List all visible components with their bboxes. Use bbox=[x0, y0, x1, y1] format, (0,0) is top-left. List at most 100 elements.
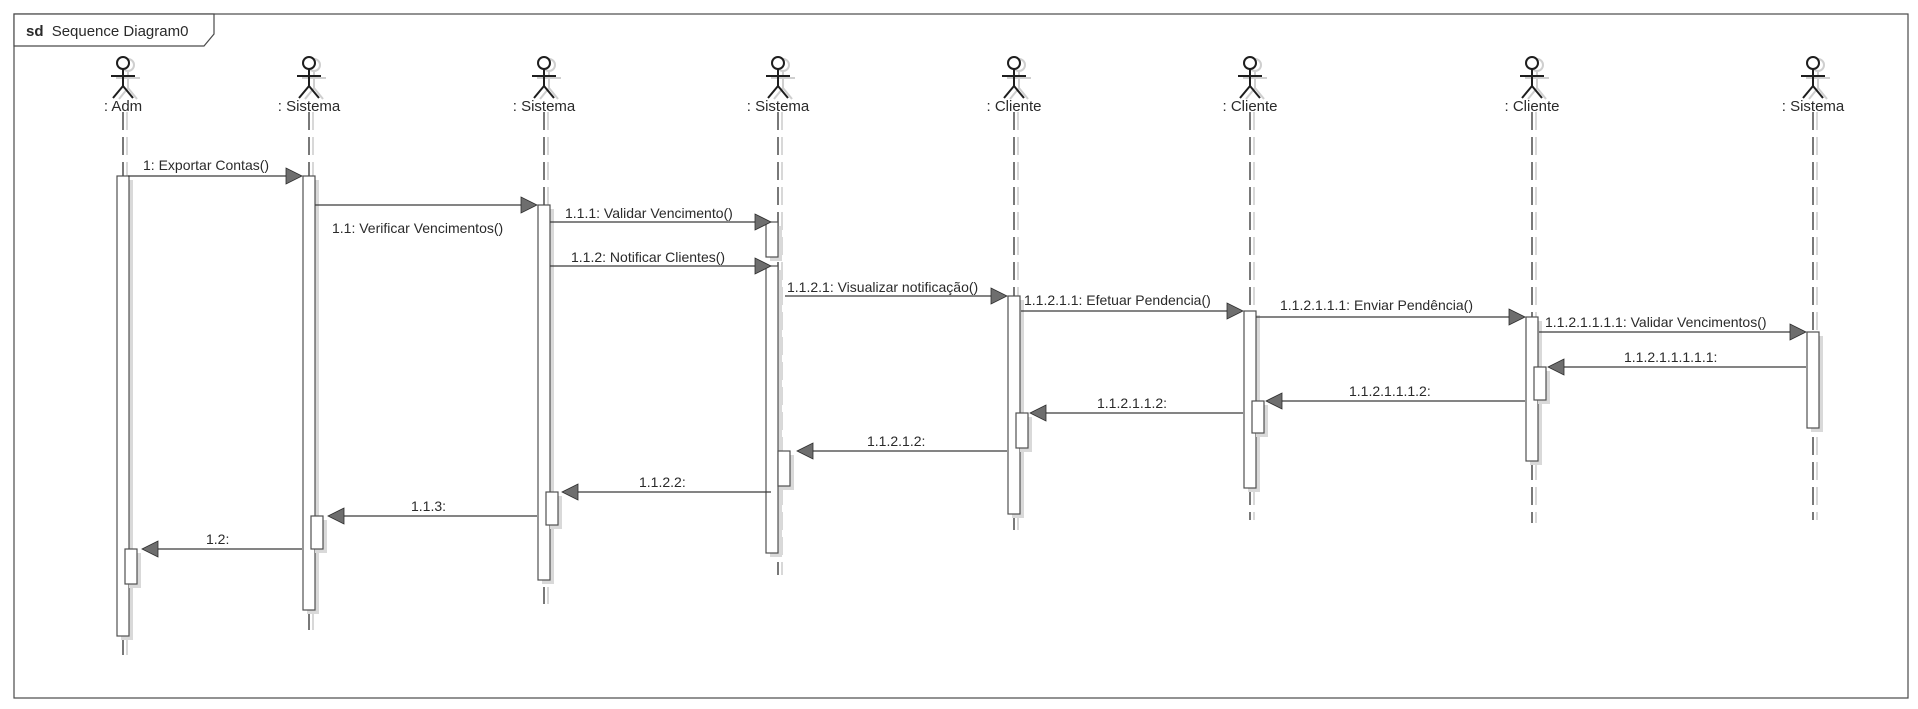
arrowhead-icon bbox=[285, 167, 303, 185]
message-m8[interactable]: 1.1.2.1.1.1.1: Validar Vencimentos() bbox=[1539, 314, 1807, 341]
activation-bar-sistema3 bbox=[765, 265, 779, 554]
actor-sistema4[interactable]: : Sistema bbox=[1782, 56, 1845, 115]
actor-icon bbox=[1525, 56, 1539, 70]
message-label: 1.1.2: Notificar Clientes() bbox=[571, 249, 725, 265]
message-m4[interactable]: 1.1.2: Notificar Clientes() bbox=[550, 249, 772, 275]
lifeline-label: : Sistema bbox=[278, 98, 341, 115]
arrowhead-icon bbox=[1547, 358, 1565, 376]
message-m12[interactable]: 1.1.2.1.2: bbox=[796, 433, 1007, 460]
actor-body-icon bbox=[1238, 69, 1262, 99]
message-label: 1.1.2.1.2: bbox=[867, 433, 925, 449]
message-m1[interactable]: 1: Exportar Contas() bbox=[128, 157, 303, 185]
actor-body-icon bbox=[297, 69, 321, 99]
message-label: 1.1.2.1.1.1: Enviar Pendência() bbox=[1280, 297, 1473, 313]
messages: 1: Exportar Contas() 1.1: Verificar Venci… bbox=[128, 157, 1807, 558]
actor-body-icon bbox=[532, 69, 556, 99]
message-label: 1.1: Verificar Vencimentos() bbox=[332, 220, 503, 236]
actor-cliente2[interactable]: : Cliente bbox=[1222, 56, 1278, 115]
message-label: 1.1.2.1.1.1.1: Validar Vencimentos() bbox=[1545, 314, 1767, 330]
actor-body-icon bbox=[111, 69, 135, 99]
message-m9[interactable]: 1.1.2.1.1.1.1.1: bbox=[1547, 349, 1806, 376]
message-m6[interactable]: 1.1.2.1.1: Efetuar Pendencia() bbox=[1021, 292, 1244, 320]
arrowhead-icon bbox=[796, 442, 814, 460]
message-m7[interactable]: 1.1.2.1.1.1: Enviar Pendência() bbox=[1256, 297, 1526, 326]
message-label: 1.1.2.1.1.2: bbox=[1097, 395, 1167, 411]
message-m3[interactable]: 1.1.1: Validar Vencimento() bbox=[550, 205, 772, 231]
message-label: 1.1.2.1: Visualizar notificação() bbox=[787, 279, 978, 295]
message-m2[interactable]: 1.1: Verificar Vencimentos() bbox=[315, 196, 538, 236]
lifeline-label: : Adm bbox=[104, 98, 142, 115]
lifeline-label: : Sistema bbox=[513, 98, 576, 115]
message-m11[interactable]: 1.1.2.1.1.2: bbox=[1029, 395, 1243, 422]
actor-icon bbox=[116, 56, 130, 70]
arrowhead-icon bbox=[1029, 404, 1047, 422]
activation-bar-cliente2 bbox=[1251, 400, 1265, 434]
lifeline-label: : Cliente bbox=[1222, 98, 1277, 115]
activation-bar-sistema4 bbox=[1806, 331, 1820, 429]
actor-icon bbox=[537, 56, 551, 70]
arrowhead-icon bbox=[520, 196, 538, 214]
actor-shadow bbox=[1525, 71, 1549, 100]
arrowhead-icon bbox=[754, 257, 772, 275]
arrowhead-icon bbox=[1789, 323, 1807, 341]
arrowhead-icon bbox=[141, 540, 159, 558]
actor-shadow bbox=[771, 71, 795, 100]
message-label: 1.2: bbox=[206, 531, 229, 547]
actor-sistema2[interactable]: : Sistema bbox=[513, 56, 576, 115]
message-label: 1.1.1: Validar Vencimento() bbox=[565, 205, 733, 221]
actor-body-icon bbox=[1520, 69, 1544, 99]
activation-bar-sistema1 bbox=[302, 175, 316, 611]
activation-bar-sistema3 bbox=[777, 450, 791, 487]
message-label: 1.1.3: bbox=[411, 498, 446, 514]
actor-shadow bbox=[1007, 71, 1031, 100]
activation-bar-cliente3 bbox=[1533, 366, 1547, 401]
activation-bar-cliente1 bbox=[1015, 412, 1029, 449]
activation-bar-cliente2 bbox=[1243, 310, 1257, 489]
message-m15[interactable]: 1.2: bbox=[141, 531, 302, 558]
message-m13[interactable]: 1.1.2.2: bbox=[561, 474, 771, 501]
message-m10[interactable]: 1.1.2.1.1.1.2: bbox=[1265, 383, 1525, 410]
arrowhead-icon bbox=[754, 213, 772, 231]
frame-name: Sequence Diagram0 bbox=[52, 23, 189, 40]
activation-bar-adm bbox=[124, 548, 138, 585]
frame-keyword: sd bbox=[26, 23, 44, 40]
activation-bar-sistema3 bbox=[765, 221, 779, 258]
message-label: 1.1.2.2: bbox=[639, 474, 686, 490]
activation-bar-sistema2 bbox=[545, 491, 559, 526]
activation-bar-sistema1 bbox=[310, 515, 324, 550]
message-label: 1: Exportar Contas() bbox=[143, 157, 269, 173]
message-label: 1.1.2.1.1: Efetuar Pendencia() bbox=[1024, 292, 1211, 308]
activation-bar-sistema2 bbox=[537, 204, 551, 581]
lifeline-label: : Sistema bbox=[1782, 98, 1845, 115]
lifeline-label: : Cliente bbox=[1504, 98, 1559, 115]
activations bbox=[116, 175, 1823, 640]
message-m14[interactable]: 1.1.3: bbox=[327, 498, 537, 525]
frame-title: sd Sequence Diagram0 bbox=[26, 23, 188, 40]
actor-shadow bbox=[116, 71, 140, 100]
actor-icon bbox=[302, 56, 316, 70]
actor-icon bbox=[1007, 56, 1021, 70]
actor-icon bbox=[1243, 56, 1257, 70]
actor-cliente3[interactable]: : Cliente bbox=[1504, 56, 1560, 115]
actor-icon bbox=[1806, 56, 1820, 70]
actor-body-icon bbox=[1801, 69, 1825, 99]
frame-name-tab bbox=[13, 13, 215, 47]
arrowhead-icon bbox=[1508, 308, 1526, 326]
actor-sistema1[interactable]: : Sistema bbox=[278, 56, 341, 115]
actor-body-icon bbox=[766, 69, 790, 99]
activation-bar-adm bbox=[116, 175, 130, 637]
actor-adm[interactable]: : Adm bbox=[104, 56, 142, 115]
message-m5[interactable]: 1.1.2.1: Visualizar notificação() bbox=[785, 279, 1008, 305]
lifeline-label: : Sistema bbox=[747, 98, 810, 115]
activation-bar-cliente1 bbox=[1007, 295, 1021, 515]
arrowhead-icon bbox=[327, 507, 345, 525]
actor-shadow bbox=[1806, 71, 1830, 100]
actor-sistema3[interactable]: : Sistema bbox=[747, 56, 810, 115]
actor-cliente1[interactable]: : Cliente bbox=[986, 56, 1042, 115]
actor-shadow bbox=[302, 71, 326, 100]
arrowhead-icon bbox=[990, 287, 1008, 305]
arrowhead-icon bbox=[1226, 302, 1244, 320]
actor-body-icon bbox=[1002, 69, 1026, 99]
diagram-frame bbox=[13, 13, 1909, 699]
